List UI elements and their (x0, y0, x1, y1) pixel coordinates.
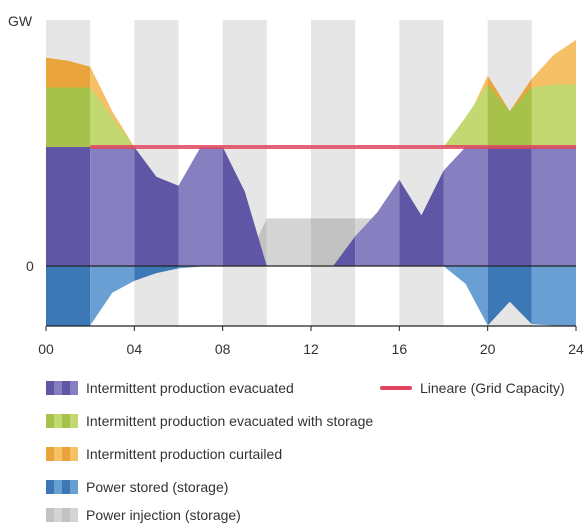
power-stored-area (134, 266, 179, 281)
x-tick-label: 24 (568, 341, 584, 357)
evacuated-area (90, 147, 135, 266)
axes: GW 0 (8, 13, 34, 274)
power-stored-area (46, 266, 91, 326)
x-tick-label: 20 (480, 341, 496, 357)
evacuated-area (443, 147, 488, 266)
x-tick-label: 04 (127, 341, 143, 357)
evacuated-area (222, 147, 267, 266)
evacuated-with-storage-area (531, 84, 576, 147)
evacuated-area (46, 147, 91, 266)
evacuated-area (399, 170, 444, 266)
evacuated-area (487, 147, 532, 266)
area-series (46, 39, 576, 326)
evacuated-area (134, 147, 179, 266)
power-stored-area (443, 266, 488, 326)
evacuated-area (178, 147, 223, 266)
evacuated-with-storage-area (90, 87, 135, 147)
evacuated-with-storage-area (46, 87, 91, 147)
evacuated-with-storage-area (443, 84, 488, 147)
x-tick-label: 00 (38, 341, 54, 357)
x-tick-label: 08 (215, 341, 231, 357)
shaded-band (311, 20, 356, 326)
evacuated-area (531, 147, 576, 266)
evacuated-with-storage-area (487, 84, 532, 147)
y-axis-zero-label: 0 (26, 258, 34, 274)
power-stored-area (531, 266, 576, 326)
shaded-band (399, 20, 444, 326)
power-injection-area (266, 218, 311, 266)
y-axis-unit-label: GW (8, 13, 33, 29)
power-stored-area (487, 266, 532, 326)
evacuated-area (311, 236, 356, 266)
evacuated-area (355, 179, 400, 266)
x-tick-label: 16 (392, 341, 408, 357)
power-stored-area (90, 266, 135, 326)
x-axis-ticks: 00 04 08 12 16 20 24 (38, 326, 584, 357)
x-tick-label: 12 (303, 341, 319, 357)
